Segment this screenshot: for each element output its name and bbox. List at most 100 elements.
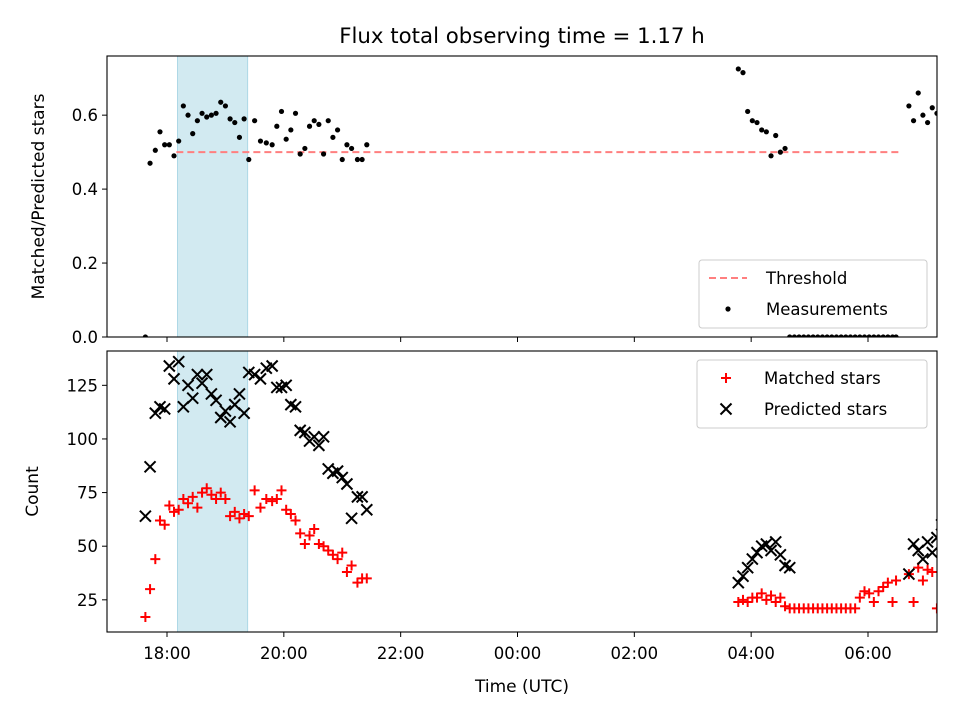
- predicted-star-point: [736, 570, 750, 583]
- y-tick-label: 0.4: [72, 180, 98, 199]
- predicted-star-point: [289, 400, 302, 413]
- predicted-star-point: [355, 490, 369, 504]
- matched-star-point: [183, 498, 194, 509]
- predicted-star-point: [219, 404, 232, 418]
- measurement-point: [162, 142, 168, 148]
- matched-star-point: [211, 494, 222, 505]
- predicted-star-point: [336, 471, 349, 484]
- matched-star-point: [285, 509, 296, 520]
- y-tick-label: 125: [67, 376, 99, 395]
- measurement-point: [787, 334, 793, 337]
- ratio-panel: 0.0 0.2 0.4 0.6 Matched/Predicted stars Thres…: [29, 55, 957, 347]
- matched-star-point: [299, 539, 310, 550]
- matched-star-point: [854, 592, 865, 603]
- matched-star-point: [229, 506, 240, 517]
- measurement-point: [833, 334, 840, 337]
- matched-star-point: [346, 560, 357, 571]
- matched-star-point: [733, 596, 744, 607]
- measurement-point: [740, 70, 746, 76]
- measurement-point: [763, 129, 769, 135]
- x-tick-label: 02:00: [611, 644, 659, 663]
- predicted-star-point: [764, 544, 778, 557]
- predicted-star-point: [167, 372, 181, 386]
- predicted-star-point: [254, 372, 267, 386]
- measurement-point: [227, 116, 233, 122]
- legend-measurements-swatch: [725, 306, 731, 312]
- predicted-star-point: [732, 576, 745, 589]
- matched-star-point: [261, 494, 272, 505]
- measurement-point: [306, 123, 313, 129]
- predicted-star-point: [139, 509, 152, 523]
- measurement-point: [906, 103, 912, 109]
- measurement-point: [166, 142, 172, 148]
- predicted-star-point: [360, 503, 373, 516]
- measurement-point: [364, 142, 370, 148]
- measurement-point: [824, 334, 830, 337]
- predicted-star-point: [921, 535, 934, 549]
- matched-star-point: [922, 564, 933, 575]
- matched-star-point: [267, 496, 278, 507]
- measurement-point: [344, 142, 350, 148]
- measurement-point: [330, 134, 336, 140]
- measurement-point: [311, 118, 317, 124]
- legend-entry-label: Predicted stars: [764, 400, 887, 419]
- measurement-point: [952, 113, 957, 118]
- x-tick-label: 20:00: [260, 644, 308, 663]
- matched-star-point: [850, 603, 861, 614]
- measurement-point: [354, 156, 361, 163]
- measurement-point: [801, 334, 807, 337]
- measurement-point: [194, 118, 200, 124]
- predicted-star-point: [195, 376, 209, 390]
- measurement-point: [885, 334, 891, 337]
- matched-star-point: [145, 584, 156, 595]
- matched-star-point: [290, 515, 301, 526]
- measurement-point: [805, 334, 812, 337]
- measurement-point: [866, 334, 872, 337]
- measurement-point: [810, 334, 816, 337]
- matched-star-point: [140, 611, 151, 622]
- measurement-point: [316, 121, 322, 128]
- series-predicted-stars: [139, 355, 960, 589]
- measurement-point: [297, 151, 303, 157]
- matched-star-point: [341, 566, 352, 577]
- matched-star-point: [276, 485, 287, 496]
- measurement-point: [263, 140, 269, 146]
- measurement-point: [152, 147, 158, 153]
- measurement-point: [339, 156, 345, 163]
- predicted-star-point: [209, 394, 223, 407]
- predicted-star-point: [954, 511, 960, 522]
- measurement-point: [246, 156, 252, 163]
- matched-star-point: [169, 506, 180, 517]
- matched-star-point: [239, 509, 250, 520]
- measurement-point: [777, 149, 783, 155]
- matched-star-point: [887, 596, 898, 607]
- predicted-star-point: [248, 368, 261, 381]
- measurement-point: [213, 110, 219, 116]
- measurement-point: [288, 127, 294, 133]
- predicted-star-point: [916, 552, 930, 566]
- predicted-star-point: [237, 406, 251, 420]
- measurement-point: [939, 89, 944, 94]
- legend-entry-label: Matched stars: [764, 369, 881, 388]
- measurement-point: [190, 131, 196, 137]
- y-tick-label: 0.6: [72, 106, 98, 125]
- predicted-star-point: [774, 548, 787, 561]
- predicted-star-point: [741, 561, 754, 574]
- y-tick-label: 25: [77, 591, 98, 610]
- predicted-star-point: [746, 552, 759, 566]
- matched-star-point: [882, 577, 893, 588]
- series-measurements: [142, 66, 957, 337]
- matched-star-point: [150, 554, 161, 565]
- predicted-star-point: [279, 379, 293, 392]
- measurement-point: [218, 99, 224, 105]
- measurement-point: [875, 334, 882, 337]
- measurement-point: [910, 118, 917, 124]
- predicted-star-point: [949, 504, 960, 515]
- matched-star-point: [332, 554, 343, 565]
- legend-entry-label: Threshold: [765, 269, 847, 288]
- measurement-point: [838, 334, 844, 337]
- matched-star-point: [868, 596, 879, 607]
- plot-area: [139, 355, 960, 622]
- predicted-star-point: [149, 406, 162, 420]
- measurement-point: [947, 111, 952, 116]
